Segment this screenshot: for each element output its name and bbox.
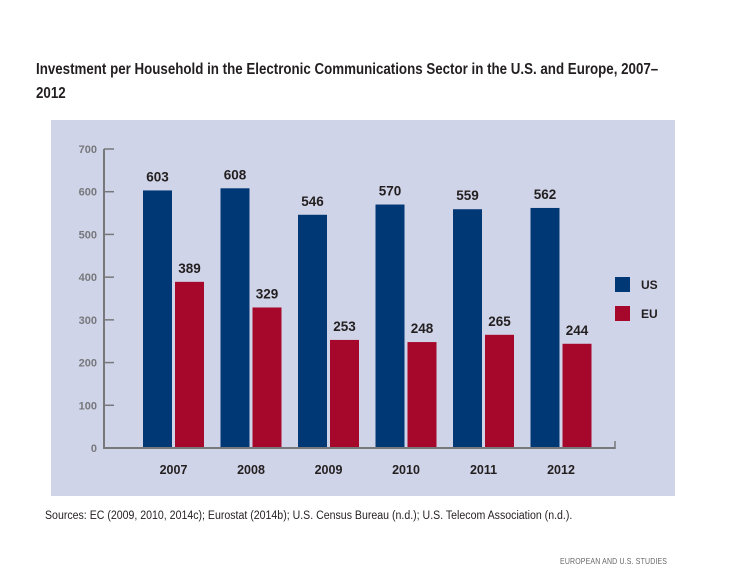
- data-label: 559: [456, 188, 479, 203]
- y-tick-label: 700: [79, 144, 97, 156]
- bar-eu-2011: [485, 334, 514, 447]
- bar-us-2011: [453, 209, 482, 447]
- y-tick-label: 100: [79, 400, 97, 412]
- x-tick-label: 2012: [547, 463, 575, 477]
- x-tick-label: 2009: [315, 463, 343, 477]
- y-tick-label: 400: [79, 272, 97, 284]
- bar-eu-2010: [407, 342, 437, 447]
- y-tick-label: 200: [79, 358, 97, 370]
- data-label: 253: [333, 319, 356, 334]
- chart-title: Investment per Household in the Electron…: [36, 61, 659, 102]
- legend-swatch-us: [615, 277, 630, 292]
- bar-eu-2009: [330, 339, 359, 447]
- bar-eu-2007: [175, 281, 204, 447]
- sources-note: Sources: EC (2009, 2010, 2014c); Eurosta…: [45, 510, 573, 522]
- data-label: 248: [411, 321, 434, 336]
- bar-us-2010: [375, 204, 405, 447]
- data-label: 389: [178, 261, 201, 276]
- x-tick-label: 2007: [160, 463, 188, 477]
- y-tick-label: 600: [79, 187, 97, 199]
- data-label: 608: [224, 167, 247, 182]
- data-label: 244: [566, 323, 589, 338]
- bar-us-2007: [143, 190, 172, 447]
- y-tick-label: 500: [79, 229, 97, 241]
- bar-eu-2012: [562, 343, 592, 447]
- x-tick-label: 2008: [237, 463, 265, 477]
- bar-us-2012: [530, 207, 560, 447]
- legend-label-eu: EU: [641, 307, 658, 321]
- y-tick-label: 300: [79, 315, 97, 327]
- data-label: 570: [379, 184, 402, 199]
- y-tick-label: 0: [91, 443, 97, 455]
- data-label: 546: [301, 194, 324, 209]
- x-tick-label: 2011: [470, 463, 497, 477]
- data-label: 562: [534, 187, 557, 202]
- bar-us-2008: [220, 188, 250, 447]
- x-tick-label: 2010: [392, 463, 420, 477]
- legend-label-us: US: [641, 278, 658, 292]
- data-label: 265: [488, 314, 511, 329]
- data-label: 329: [256, 286, 279, 301]
- bar-us-2009: [298, 214, 327, 447]
- footer-label: EUROPEAN AND U.S. STUDIES: [560, 556, 668, 566]
- data-label: 603: [146, 169, 169, 184]
- legend-swatch-eu: [615, 306, 630, 321]
- bar-eu-2008: [252, 307, 282, 447]
